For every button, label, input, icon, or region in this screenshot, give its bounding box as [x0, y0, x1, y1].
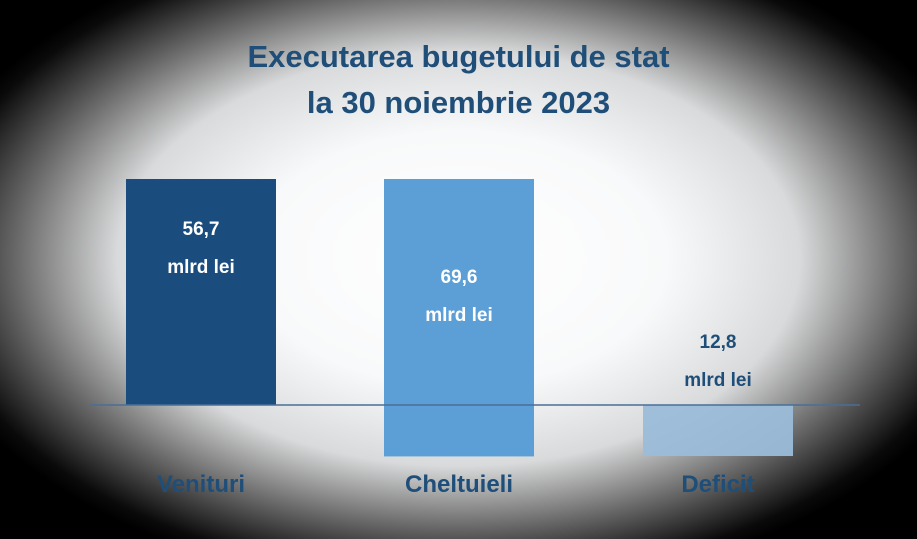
- chart-title-line-1: Executarea bugetului de stat: [247, 39, 670, 74]
- bar-venituri: [126, 179, 276, 405]
- unit-label-venituri: mlrd lei: [167, 257, 235, 278]
- data-label-cheltuieli: 69,6: [441, 267, 478, 288]
- unit-label-deficit: mlrd lei: [684, 370, 752, 391]
- chart-title: Executarea bugetului de stat la 30 noiem…: [0, 34, 917, 126]
- data-label-deficit: 12,8: [700, 332, 737, 353]
- data-label-venituri: 56,7: [183, 219, 220, 240]
- category-label-deficit: Deficit: [681, 471, 754, 498]
- category-label-venituri: Venituri: [157, 471, 245, 498]
- unit-label-cheltuieli: mlrd lei: [425, 305, 493, 326]
- chart-title-line-2: la 30 noiembrie 2023: [306, 85, 611, 120]
- category-label-cheltuieli: Cheltuieli: [405, 471, 513, 498]
- bar-cheltuieli: [384, 179, 534, 457]
- bar-deficit: [643, 405, 793, 457]
